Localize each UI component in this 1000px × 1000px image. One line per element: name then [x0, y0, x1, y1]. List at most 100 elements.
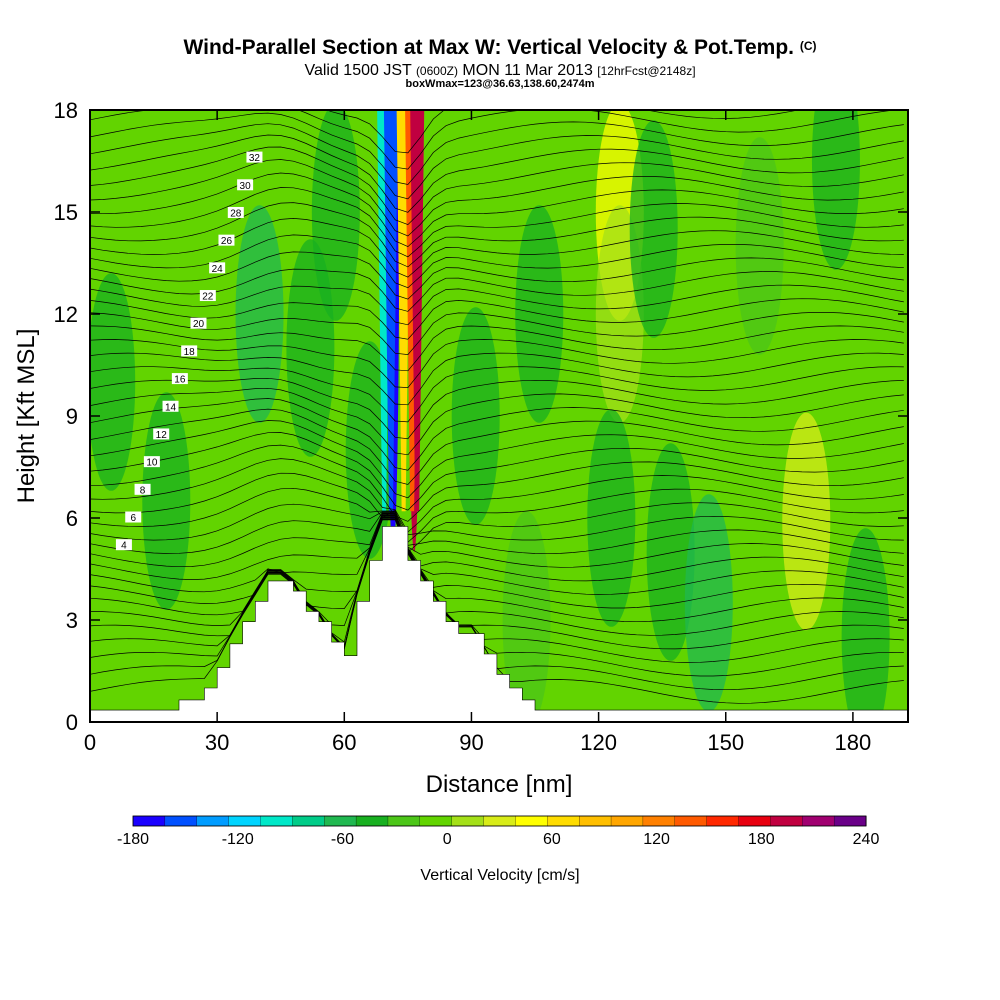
- isentrope-27: [90, 312, 904, 355]
- y-tick-label-0: 0: [66, 710, 78, 735]
- colorbar-tick--60: -60: [331, 831, 354, 848]
- x-axis-label: Distance [nm]: [426, 771, 573, 798]
- isentrope-30: [90, 268, 904, 312]
- field-cell-8: [451, 307, 500, 525]
- isentrope-34: [90, 202, 904, 268]
- y-axis: 0 3 6 9 12 15 18: [54, 98, 908, 735]
- isentrope-8: [90, 514, 904, 595]
- y-axis-label: Height [Kft MSL]: [13, 329, 40, 504]
- contour-label-32: 32: [246, 151, 263, 164]
- colorbar-swatch-12: [515, 815, 548, 827]
- valid-time: Valid 1500 JST: [304, 62, 412, 79]
- x-tick-label-150: 150: [707, 730, 744, 755]
- isentrope-32: [90, 234, 904, 289]
- colorbar-frame: [132, 815, 867, 827]
- isentrope-7: [90, 514, 904, 609]
- svg-text:30: 30: [240, 181, 252, 192]
- colorbar-swatch-13: [547, 815, 580, 827]
- colorbar-swatch-16: [642, 815, 676, 827]
- terrain-profile: [89, 526, 909, 723]
- svg-text:6: 6: [130, 513, 136, 524]
- colorbar-swatch-8: [387, 815, 421, 827]
- isentrope-10: [90, 512, 904, 568]
- contour-label-24: 24: [209, 262, 226, 275]
- isentrope-31: [90, 251, 904, 300]
- chart-subtitle: Valid 1500 JST (0600Z) MON 11 Mar 2013 […: [0, 62, 1000, 80]
- colorbar-swatch-21: [802, 815, 835, 827]
- colorbar-swatch-5: [292, 815, 325, 827]
- colorbar-swatch-9: [419, 815, 453, 827]
- x-tick-label-60: 60: [332, 730, 356, 755]
- chart-title: Wind-Parallel Section at Max W: Vertical…: [183, 36, 817, 59]
- svg-text:28: 28: [230, 208, 242, 219]
- svg-text:18: 18: [184, 347, 196, 358]
- field-cell-14: [629, 120, 678, 338]
- field-cell-19: [811, 110, 860, 270]
- svg-text:32: 32: [249, 153, 261, 164]
- colorbar-tick-240: 240: [853, 831, 880, 848]
- colorbar-swatch-20: [770, 815, 803, 827]
- contour-label-10: 10: [143, 456, 160, 469]
- contour-label-16: 16: [171, 373, 188, 386]
- isentrope-18: [90, 420, 904, 499]
- isentrope-25: [90, 339, 904, 388]
- svg-text:10: 10: [146, 458, 158, 469]
- colorbar-tick--120: -120: [222, 831, 254, 848]
- potential-temperature-contours: [90, 110, 904, 704]
- updraft-peak: [410, 110, 425, 512]
- isentrope-4: [90, 516, 904, 650]
- field-cell-15: [646, 443, 695, 661]
- colorbar-swatch-22: [833, 815, 867, 827]
- contour-labels: 4 6 8 10 12 14 16 18 20 22 24 26 28 30 32: [115, 151, 263, 552]
- isentrope-3: [90, 517, 904, 663]
- colorbar-swatch-14: [579, 815, 612, 827]
- colorbar-swatch-6: [324, 815, 357, 827]
- field-cell-18: [782, 412, 831, 631]
- vertical-velocity-field: [90, 110, 908, 722]
- colorbar-swatch-18: [706, 815, 740, 827]
- isentrope-24: [90, 352, 904, 406]
- field-cell-1: [142, 392, 191, 610]
- isentrope-15: [90, 458, 904, 533]
- contour-label-28: 28: [227, 206, 244, 219]
- colorbar-tick-0: 0: [443, 831, 452, 848]
- valid-utc: (0600Z): [415, 64, 458, 78]
- isentrope-40: [90, 123, 904, 200]
- isentrope-9: [90, 513, 904, 582]
- contour-label-12: 12: [153, 428, 170, 441]
- svg-text:26: 26: [221, 236, 233, 247]
- svg-text:8: 8: [140, 485, 146, 496]
- field-cell-16: [684, 494, 733, 712]
- colorbar-tick-60: 60: [543, 831, 561, 848]
- isentrope-21: [90, 387, 904, 456]
- field-cell-17: [735, 137, 784, 355]
- isentrope-19: [90, 408, 904, 485]
- isentrope-11: [90, 512, 904, 555]
- contour-label-22: 22: [199, 290, 216, 303]
- y-tick-label-9: 9: [66, 404, 78, 429]
- isentrope-35: [90, 187, 904, 258]
- isentrope-5: [90, 516, 904, 636]
- isentrope-36: [90, 172, 904, 248]
- isentrope-16: [90, 444, 904, 522]
- colorbar-ticks: -180 -120 -60 0 60 120 180 240: [117, 831, 879, 848]
- contour-label-14: 14: [162, 400, 179, 413]
- isentrope-22: [90, 377, 904, 440]
- colorbar-swatch-4: [260, 815, 293, 827]
- colorbar-swatch-15: [610, 815, 644, 827]
- colorbar-tick-180: 180: [748, 831, 775, 848]
- colorbar-swatch-17: [674, 815, 708, 827]
- colorbar-swatch-11: [483, 815, 516, 827]
- contour-label-20: 20: [190, 317, 207, 330]
- contour-label-6: 6: [125, 511, 142, 524]
- y-tick-label-3: 3: [66, 608, 78, 633]
- field-cell-9: [502, 511, 551, 722]
- svg-text:20: 20: [193, 319, 205, 330]
- isentrope-6: [90, 515, 904, 623]
- y-tick-label-18: 18: [54, 98, 78, 123]
- isentrope-41: [90, 112, 904, 185]
- colorbar-tick-120: 120: [643, 831, 670, 848]
- colorbar: [132, 815, 867, 827]
- isentrope-42: [90, 110, 900, 170]
- contour-label-8: 8: [134, 483, 151, 496]
